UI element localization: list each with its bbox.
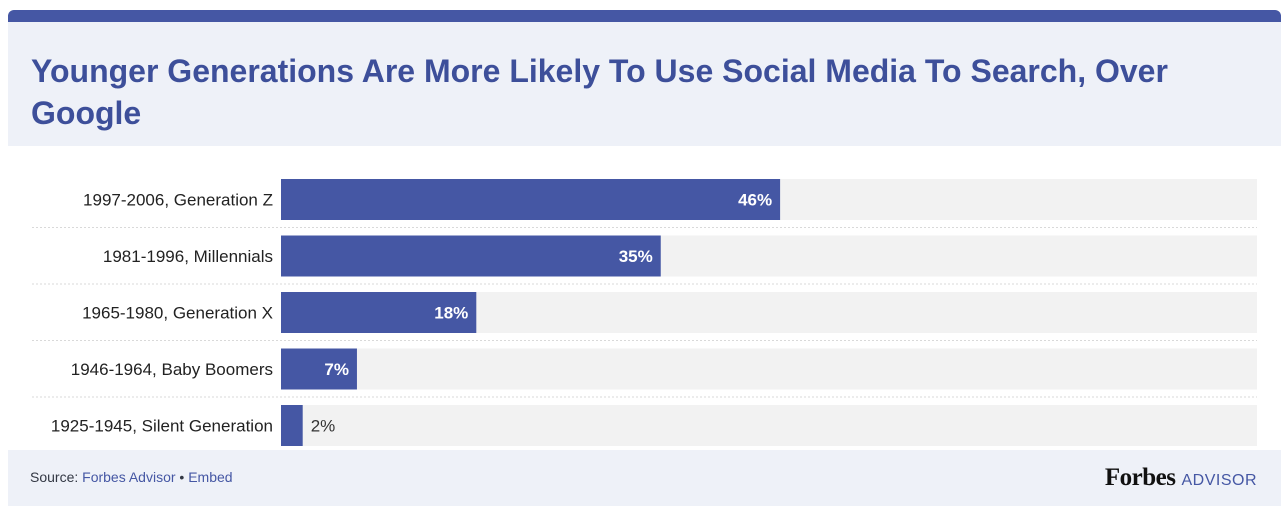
source-separator: •: [175, 469, 189, 485]
category-label: 1946-1964, Baby Boomers: [71, 360, 273, 379]
category-label: 1925-1945, Silent Generation: [51, 417, 273, 436]
source-prefix: Source:: [30, 469, 83, 485]
bar: [281, 235, 661, 277]
value-label: 2%: [311, 417, 336, 436]
bar: [281, 292, 477, 333]
category-label: 1997-2006, Generation Z: [83, 191, 273, 210]
category-label: 1965-1980, Generation X: [82, 304, 273, 323]
value-label: 35%: [619, 247, 653, 266]
chart-header: Younger Generations Are More Likely To U…: [8, 22, 1281, 146]
chart-card: Younger Generations Are More Likely To U…: [8, 10, 1281, 506]
bar-track: [281, 405, 1257, 446]
forbes-advisor-logo: Forbes ADVISOR: [1105, 464, 1257, 492]
bar-track: [281, 348, 1257, 390]
bar: [281, 179, 781, 220]
source-line: Source: Forbes Advisor • Embed: [30, 469, 233, 485]
chart-title: Younger Generations Are More Likely To U…: [31, 53, 1168, 131]
logo-advisor-wordmark: ADVISOR: [1181, 472, 1257, 489]
bar-chart-svg: 1997-2006, Generation Z 46% 1981-1996, Mil…: [32, 179, 1257, 446]
chart-footer: Source: Forbes Advisor • Embed Forbes AD…: [8, 450, 1281, 506]
value-label: 7%: [324, 360, 349, 379]
top-accent-bar: [8, 10, 1281, 22]
logo-forbes-wordmark: Forbes: [1104, 464, 1176, 491]
bar: [281, 348, 357, 390]
bar-chart: 1997-2006, Generation Z 46% 1981-1996, Mil…: [8, 160, 1281, 446]
value-label: 46%: [738, 191, 772, 210]
source-link[interactable]: Forbes Advisor: [82, 469, 176, 485]
value-label: 18%: [434, 304, 468, 323]
bar: [281, 405, 303, 446]
embed-link[interactable]: Embed: [188, 469, 233, 485]
category-label: 1981-1996, Millennials: [103, 247, 273, 266]
